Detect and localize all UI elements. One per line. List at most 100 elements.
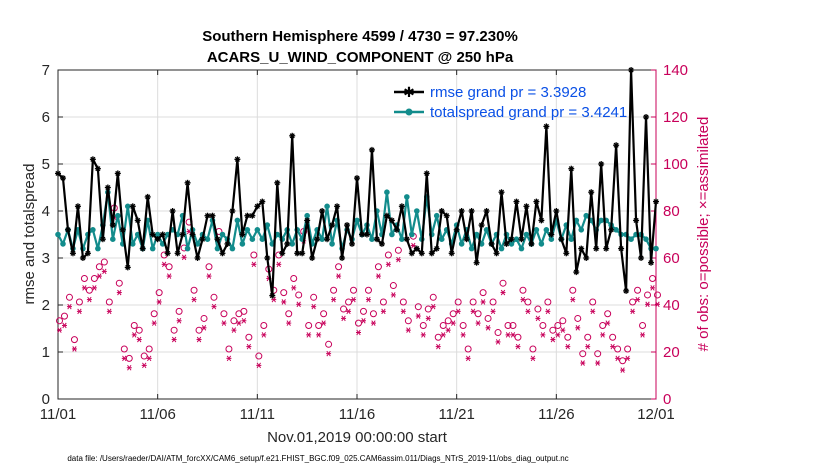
obs-possible-point-82 (464, 345, 472, 353)
series-rmse (55, 67, 659, 299)
y-tick-label-1: 1 (42, 344, 50, 361)
obs-assimilated-point-91 (510, 332, 516, 338)
totalspread-point-67 (389, 231, 395, 238)
rmse-point-107 (588, 189, 595, 196)
rmse-point-110 (603, 245, 610, 252)
totalspread-point-20 (154, 231, 161, 238)
obs-assimilated-stroke-d2-68 (396, 256, 401, 263)
legend-label-totalspread: totalspread grand pr = 3.4241 (430, 104, 627, 121)
rmse-star-d2-33 (219, 250, 226, 256)
obs-assimilated-point-106 (585, 343, 591, 350)
rmse-star-d2-63 (369, 147, 375, 153)
totalspread-point-105 (578, 227, 585, 233)
totalspread-point-60 (354, 217, 360, 224)
rmse-star-d2-36 (234, 156, 240, 162)
rmse-star-d2-11 (110, 222, 116, 228)
rmse-point-20 (154, 236, 161, 243)
rmse-point-47 (289, 132, 296, 139)
x-tick-label-2: 11/11 (240, 406, 275, 423)
obs-assimilated-stroke-d2-90 (505, 332, 511, 338)
obs-assimilated-point-29 (201, 325, 207, 331)
obs-assimilated-point-74 (425, 315, 431, 322)
rmse-point-36 (234, 156, 241, 163)
obs-possible-point-57 (340, 305, 348, 313)
rmse-star-d2-43 (269, 293, 275, 299)
totalspread-point-11 (110, 236, 116, 242)
rmse-point-28 (194, 255, 201, 261)
obs-assimilated-stroke-d2-61 (361, 317, 366, 324)
obs-assimilated-stroke-d2-105 (580, 360, 585, 366)
rmse-point-102 (563, 250, 570, 257)
rmse-star-d2-46 (284, 241, 290, 247)
totalspread-point-91 (508, 241, 515, 247)
obs-possible-point-96 (534, 305, 542, 313)
obs-assimilated-stroke-d2-18 (147, 355, 152, 362)
obs-assimilated-point-92 (515, 343, 521, 350)
rmse-star-d2-29 (199, 236, 206, 242)
rmse-point-29 (199, 236, 206, 243)
obs-assimilated-point-58 (346, 308, 352, 315)
rmse-point-62 (363, 231, 370, 238)
rmse-point-60 (354, 175, 360, 182)
rmse-star-d2-20 (155, 236, 161, 242)
obs-possible-point-31 (210, 293, 218, 301)
obs-assimilated-point-70 (405, 327, 411, 333)
obs-assimilated-point-0 (57, 327, 62, 333)
obs-assimilated-stroke-d2-2 (67, 303, 72, 310)
obs-possible-point-65 (379, 298, 387, 306)
rmse-point-71 (408, 250, 415, 257)
obs-assimilated-stroke-d2-91 (510, 332, 516, 338)
rmse-point-104 (573, 269, 580, 276)
obs-assimilated-point-4 (76, 308, 82, 315)
rmse-star-d2-17 (140, 246, 146, 252)
totalspread-point-115 (628, 236, 634, 242)
obs-assimilated-point-71 (410, 242, 416, 249)
totalspread-point-32 (214, 245, 221, 252)
obs-possible-point-46 (285, 310, 293, 318)
rmse-star-d2-108 (593, 246, 599, 252)
rmse-point-1 (59, 175, 66, 182)
obs-possible-point-115 (629, 298, 637, 306)
rmse-star-d2-91 (508, 236, 515, 242)
obs-assimilated-point-30 (206, 273, 212, 279)
rmse-point-85 (478, 222, 485, 229)
obs-possible-point-76 (434, 333, 442, 341)
obs-assimilated-stroke-d2-45 (281, 299, 286, 305)
obs-assimilated-stroke-d2-19 (152, 320, 157, 326)
obs-possible-point-0 (56, 317, 63, 325)
obs-assimilated-point-3 (71, 346, 77, 352)
obs-assimilated-point-20 (156, 299, 162, 305)
rmse-point-120 (653, 198, 659, 205)
totalspread-point-14 (124, 203, 131, 210)
obs-assimilated-stroke-d2-38 (246, 343, 252, 350)
obs-assimilated-point-60 (356, 329, 361, 336)
rmse-point-111 (608, 226, 615, 233)
obs-assimilated-point-38 (246, 343, 252, 350)
rmse-star-d2-66 (384, 213, 390, 219)
totalspread-point-92 (513, 236, 520, 242)
obs-possible-point-4 (75, 298, 83, 306)
rmse-star-d2-83 (469, 208, 475, 214)
rmse-star-d2-105 (578, 246, 584, 252)
rmse-point-57 (339, 255, 346, 261)
obs-possible-point-41 (260, 322, 268, 329)
rmse-star-d2-58 (344, 222, 350, 228)
y-tick-label-7: 7 (42, 62, 50, 79)
obs-possible-point-73 (419, 322, 427, 329)
rmse-star-d2-49 (299, 250, 305, 256)
obs-assimilated-stroke-d2-99 (550, 336, 556, 343)
rmse-point-112 (613, 142, 620, 149)
rmse-star-d2-56 (334, 203, 340, 209)
obs-assimilated-stroke-d2-0 (57, 327, 62, 333)
rmse-point-37 (239, 231, 246, 238)
rmse-star-d2-5 (80, 255, 86, 261)
obs-possible-point-105 (579, 350, 587, 358)
obs-possible-point-86 (484, 314, 492, 322)
rmse-point-55 (329, 222, 336, 229)
rmse-point-22 (164, 250, 171, 257)
rmse-point-87 (488, 240, 495, 247)
rmse-point-82 (463, 236, 470, 243)
rmse-star-d2-81 (459, 208, 465, 214)
obs-possible-point-116 (634, 286, 642, 294)
rmse-star-d2-90 (503, 241, 510, 247)
